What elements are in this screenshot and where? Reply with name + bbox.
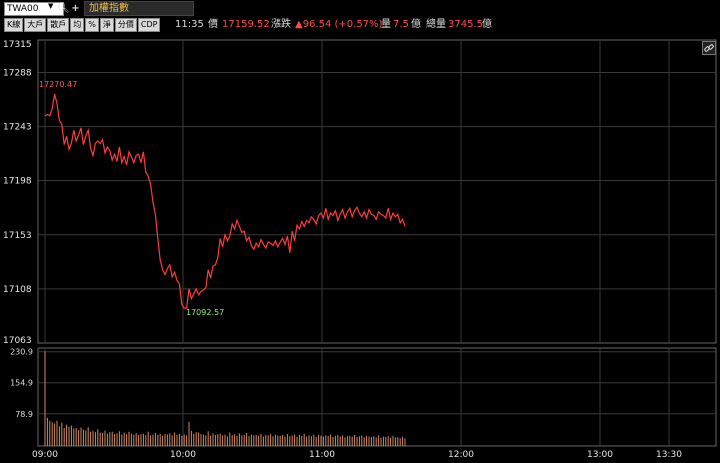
price-tick-label: 17315 bbox=[3, 40, 32, 50]
time-tick-label: 09:00 bbox=[32, 450, 58, 460]
price-label: 價 bbox=[208, 19, 218, 30]
price-tick-label: 17063 bbox=[3, 336, 32, 346]
time-tick-label: 11:00 bbox=[309, 450, 335, 460]
price-distribution-button[interactable]: 分價 bbox=[114, 18, 137, 32]
price-tick-label: 17198 bbox=[3, 177, 32, 187]
volume-value: 7.5 bbox=[393, 19, 409, 30]
time-tick-label: 10:00 bbox=[170, 450, 196, 460]
search-icon[interactable]: 🔍︎ bbox=[57, 3, 70, 14]
volume-tick-label: 154.9 bbox=[10, 379, 33, 388]
quote-time: 11:35 bbox=[175, 19, 204, 30]
volume-label: 量 bbox=[381, 19, 391, 30]
link-icon[interactable] bbox=[702, 41, 716, 55]
retail-button[interactable]: 散戶 bbox=[47, 18, 70, 32]
volume-unit: 億 bbox=[411, 19, 421, 30]
price-tick-label: 17108 bbox=[3, 285, 32, 295]
price-tick-label: 17153 bbox=[3, 231, 32, 241]
change-value: ▲96.54 (+0.57%) bbox=[295, 19, 383, 30]
price-tick-label: 17243 bbox=[3, 123, 32, 133]
cdp-button[interactable]: CDP bbox=[137, 18, 161, 32]
plus-icon[interactable]: + bbox=[71, 3, 80, 14]
time-tick-label: 13:00 bbox=[587, 450, 613, 460]
volume-tick-label: 78.9 bbox=[15, 410, 33, 419]
net-button[interactable]: 淨 bbox=[99, 18, 114, 32]
total-unit: 億 bbox=[482, 19, 492, 30]
volume-tick-label: 230.9 bbox=[10, 348, 33, 357]
change-label: 漲跌 bbox=[271, 19, 291, 30]
chevron-down-icon[interactable]: ▼ bbox=[48, 2, 54, 10]
index-name: 加權指數 bbox=[84, 1, 194, 16]
total-value: 3745.5 bbox=[448, 19, 483, 30]
time-tick-label: 12:00 bbox=[448, 450, 474, 460]
percent-button[interactable]: % bbox=[85, 18, 99, 32]
toolbar: TWA00 ▼ 🔍︎ + 加權指數 K線 大戶 散戶 均 % 淨 分價 CDP … bbox=[0, 0, 720, 36]
time-tick-label: 13:30 bbox=[656, 450, 682, 460]
total-label: 總量 bbox=[426, 19, 446, 30]
big-player-button[interactable]: 大戶 bbox=[24, 18, 47, 32]
price-line bbox=[44, 93, 406, 309]
price-value: 17159.52 bbox=[222, 19, 270, 30]
price-panel-frame bbox=[37, 39, 717, 344]
kline-button[interactable]: K線 bbox=[4, 18, 24, 32]
indicator-button-row: K線 大戶 散戶 均 % 淨 分價 CDP bbox=[4, 18, 161, 32]
average-button[interactable]: 均 bbox=[70, 18, 85, 32]
high-annotation: 17270.47 bbox=[39, 80, 77, 89]
volume-panel-frame bbox=[37, 347, 717, 447]
symbol-input[interactable]: TWA00 bbox=[4, 2, 64, 16]
low-annotation: 17092.57 bbox=[186, 308, 224, 317]
price-tick-label: 17288 bbox=[3, 68, 32, 78]
